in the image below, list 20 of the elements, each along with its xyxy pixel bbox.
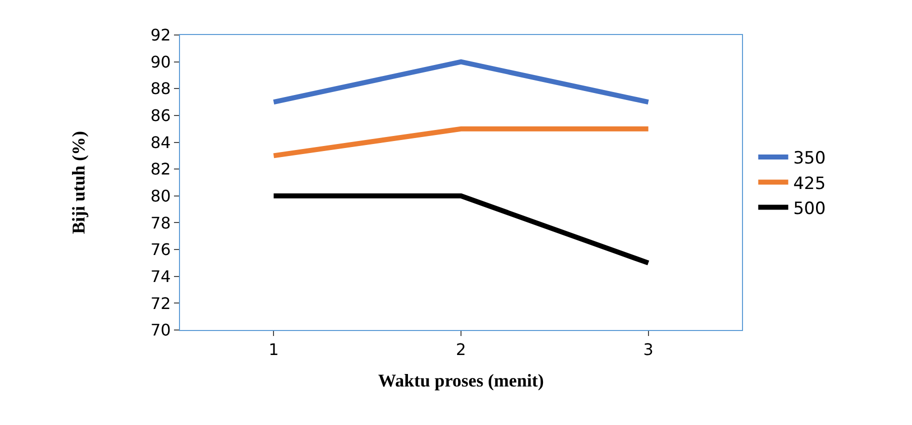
y-tick-label: 70 — [150, 320, 171, 340]
legend-label: 500 — [793, 198, 826, 219]
legend-label: 425 — [793, 174, 826, 194]
y-tick-label: 88 — [150, 79, 171, 98]
x-tick-label: 3 — [643, 340, 654, 360]
x-axis-title: Waktu proses (menit) — [378, 370, 544, 390]
y-tick-label: 74 — [150, 266, 171, 286]
y-tick-label: 80 — [150, 186, 171, 206]
y-tick-label: 76 — [150, 240, 171, 260]
y-tick-label: 92 — [150, 26, 171, 45]
y-tick-label: 86 — [150, 106, 171, 126]
y-tick-label: 90 — [150, 52, 171, 72]
y-tick-label: 72 — [150, 294, 171, 313]
y-tick-label: 84 — [150, 132, 171, 152]
y-axis-title: Biji utuh (%) — [68, 130, 89, 234]
x-tick-label: 2 — [456, 340, 466, 360]
legend-label: 350 — [793, 148, 826, 169]
y-tick-label: 82 — [150, 160, 171, 179]
y-tick-label: 78 — [150, 213, 171, 232]
x-tick-label: 1 — [268, 340, 279, 360]
